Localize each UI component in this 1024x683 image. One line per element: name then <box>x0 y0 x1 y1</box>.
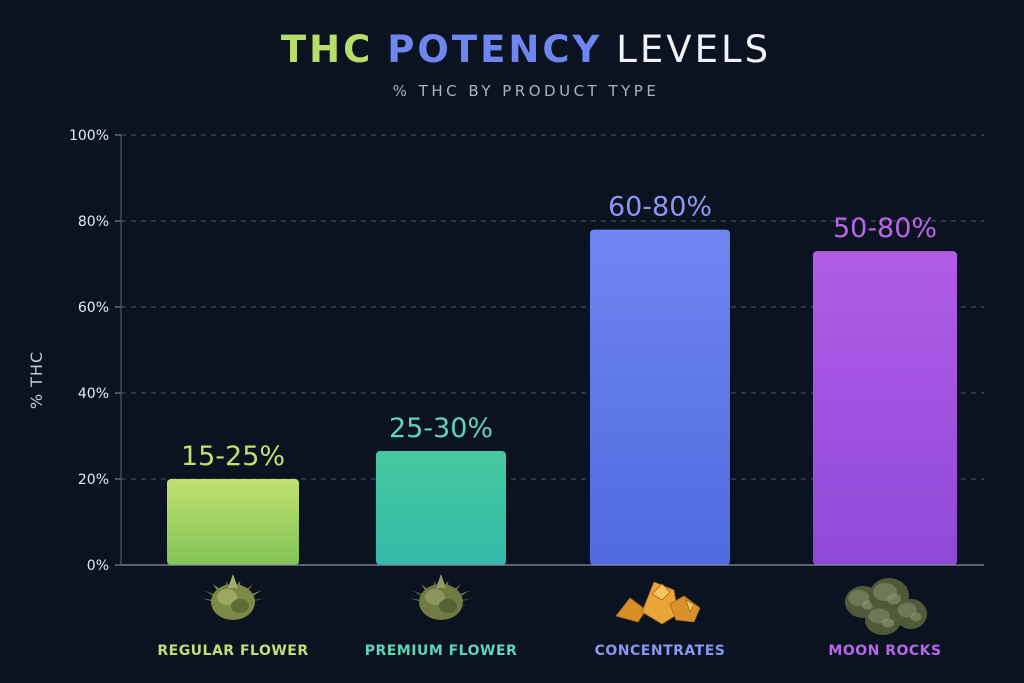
chart-title: THC POTENCY LEVELS <box>281 28 771 71</box>
bar-data-label: 15-25% <box>181 441 285 472</box>
cannabis-bud-icon <box>201 574 265 620</box>
y-axis-label: % THC <box>27 351 46 409</box>
chart-title-word: THC <box>281 28 373 71</box>
bar <box>813 251 957 565</box>
bar-data-label: 60-80% <box>608 192 712 223</box>
cannabis-bud-icon <box>409 574 473 620</box>
category-icons <box>201 574 927 635</box>
y-tick-label: 80% <box>78 214 109 230</box>
bar <box>376 451 506 565</box>
y-tick-label: 60% <box>78 300 109 316</box>
y-axis-ticks: 0% 20% 40% 60% 80% 100% <box>69 128 121 574</box>
chart-title-word: POTENCY <box>387 28 602 71</box>
bar <box>167 479 299 565</box>
x-category-label: PREMIUM FLOWER <box>365 643 518 659</box>
bar <box>590 229 730 565</box>
bars: 15-25% 25-30% 60-80% 50-80% <box>167 192 957 565</box>
y-tick-label: 20% <box>78 472 109 488</box>
bar-data-label: 50-80% <box>833 213 937 244</box>
wax-concentrate-icon <box>615 581 701 625</box>
x-axis-labels: REGULAR FLOWER PREMIUM FLOWER CONCENTRATES… <box>157 643 941 659</box>
chart-subtitle: % THC BY PRODUCT TYPE <box>393 82 660 100</box>
moon-rocks-icon <box>845 578 927 635</box>
x-category-label: MOON ROCKS <box>828 643 941 659</box>
y-tick-label: 100% <box>69 128 109 144</box>
bar-data-label: 25-30% <box>389 413 493 444</box>
chart-title-word: LEVELS <box>616 28 771 71</box>
y-tick-label: 0% <box>87 558 109 574</box>
x-category-label: REGULAR FLOWER <box>157 643 308 659</box>
y-tick-label: 40% <box>78 386 109 402</box>
x-category-label: CONCENTRATES <box>595 643 726 659</box>
